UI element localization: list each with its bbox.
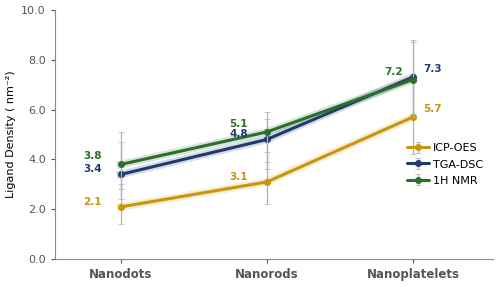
Text: 3.8: 3.8: [83, 152, 102, 162]
Text: 7.3: 7.3: [423, 64, 442, 74]
Legend: ICP-OES, TGA-DSC, 1H NMR: ICP-OES, TGA-DSC, 1H NMR: [402, 139, 488, 190]
Text: 5.7: 5.7: [423, 104, 442, 114]
Text: 7.2: 7.2: [384, 67, 403, 77]
Text: 3.4: 3.4: [83, 164, 102, 174]
Text: 5.1: 5.1: [229, 119, 248, 129]
Text: 2.1: 2.1: [83, 197, 102, 207]
Y-axis label: Ligand Density ( nm⁻²): Ligand Density ( nm⁻²): [5, 71, 15, 198]
Text: 4.8: 4.8: [229, 129, 248, 139]
Text: 3.1: 3.1: [229, 172, 248, 182]
